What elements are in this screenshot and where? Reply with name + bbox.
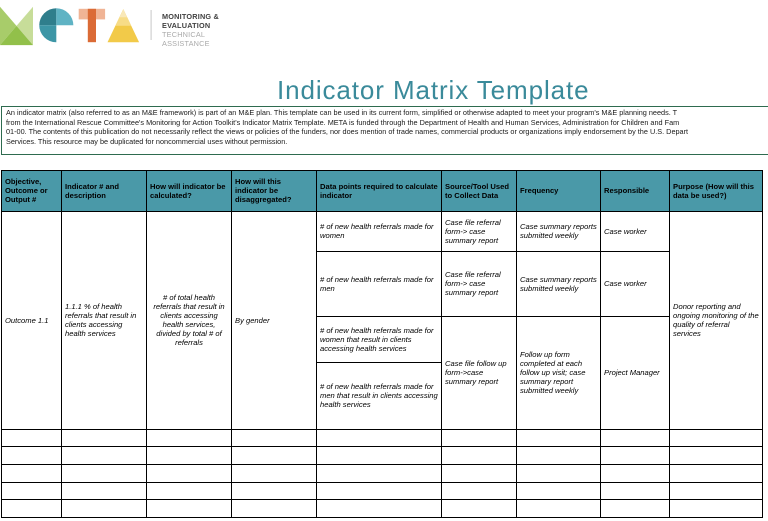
svg-text:TECHNICAL: TECHNICAL [162, 30, 205, 39]
svg-text:ASSISTANCE: ASSISTANCE [162, 39, 210, 48]
svg-text:MONITORING &: MONITORING & [162, 12, 220, 21]
svg-text:EVALUATION: EVALUATION [162, 21, 210, 30]
